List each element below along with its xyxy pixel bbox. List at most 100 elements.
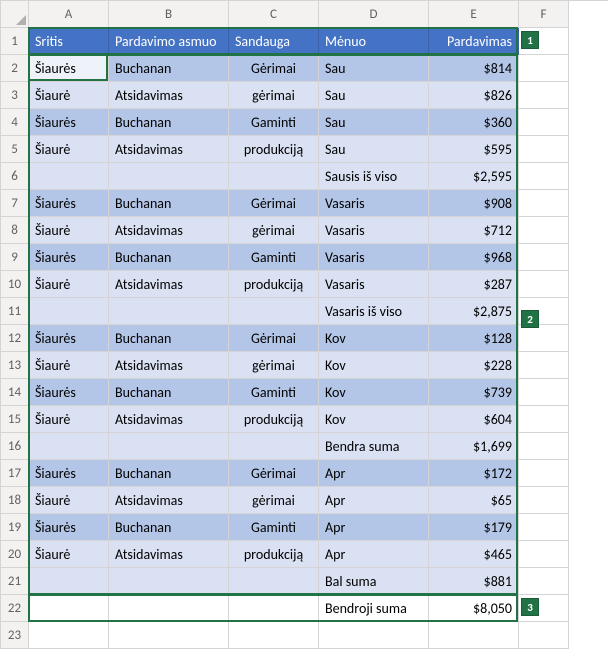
row-header-13[interactable]: 13: [1, 352, 29, 379]
cell-f2[interactable]: [519, 55, 569, 82]
row-header-16[interactable]: 16: [1, 433, 29, 460]
cell-f5[interactable]: [519, 136, 569, 163]
cell-c14[interactable]: Gaminti: [229, 379, 319, 406]
cell-f7[interactable]: [519, 190, 569, 217]
cell-a3[interactable]: Šiaurė: [29, 82, 109, 109]
row-header-6[interactable]: 6: [1, 163, 29, 190]
cell-a22[interactable]: [29, 595, 109, 622]
cell-f8[interactable]: [519, 217, 569, 244]
row-header-17[interactable]: 17: [1, 460, 29, 487]
cell-f19[interactable]: [519, 514, 569, 541]
col-header-b[interactable]: B: [109, 1, 229, 28]
cell-c10[interactable]: produkciją: [229, 271, 319, 298]
cell-a9[interactable]: Šiaurės: [29, 244, 109, 271]
cell-a20[interactable]: Šiaurė: [29, 541, 109, 568]
cell-d4[interactable]: Sau: [319, 109, 429, 136]
cell-c21[interactable]: [229, 568, 319, 595]
row-header-7[interactable]: 7: [1, 190, 29, 217]
cell-d18[interactable]: Apr: [319, 487, 429, 514]
cell-b2[interactable]: Buchanan: [109, 55, 229, 82]
row-header-20[interactable]: 20: [1, 541, 29, 568]
cell-c11[interactable]: [229, 298, 319, 325]
cell-c9[interactable]: Gaminti: [229, 244, 319, 271]
cell-d15[interactable]: Kov: [319, 406, 429, 433]
cell-empty-23-2[interactable]: [229, 622, 319, 649]
cell-f17[interactable]: [519, 460, 569, 487]
cell-e16[interactable]: $1,699: [429, 433, 519, 460]
row-header-4[interactable]: 4: [1, 109, 29, 136]
cell-empty-23-4[interactable]: [429, 622, 519, 649]
cell-c4[interactable]: Gaminti: [229, 109, 319, 136]
cell-d2[interactable]: Sau: [319, 55, 429, 82]
row-header-5[interactable]: 5: [1, 136, 29, 163]
cell-b15[interactable]: Atsidavimas: [109, 406, 229, 433]
cell-c15[interactable]: produkciją: [229, 406, 319, 433]
cell-a12[interactable]: Šiaurės: [29, 325, 109, 352]
row-header-11[interactable]: 11: [1, 298, 29, 325]
cell-d17[interactable]: Apr: [319, 460, 429, 487]
cell-c12[interactable]: Gėrimai: [229, 325, 319, 352]
row-header-19[interactable]: 19: [1, 514, 29, 541]
cell-e7[interactable]: $908: [429, 190, 519, 217]
cell-empty-23-0[interactable]: [29, 622, 109, 649]
cell-b16[interactable]: [109, 433, 229, 460]
col-header-d[interactable]: D: [319, 1, 429, 28]
cell-a13[interactable]: Šiaurė: [29, 352, 109, 379]
spreadsheet-grid[interactable]: ABCDEF1SritisPardavimo asmuoSandaugaMėnu…: [0, 0, 608, 649]
row-header-8[interactable]: 8: [1, 217, 29, 244]
cell-e2[interactable]: $814: [429, 55, 519, 82]
cell-d11[interactable]: Vasaris iš viso: [319, 298, 429, 325]
row-header-9[interactable]: 9: [1, 244, 29, 271]
cell-d21[interactable]: Bal suma: [319, 568, 429, 595]
cell-e19[interactable]: $179: [429, 514, 519, 541]
cell-b20[interactable]: Atsidavimas: [109, 541, 229, 568]
cell-b19[interactable]: Buchanan: [109, 514, 229, 541]
cell-d14[interactable]: Kov: [319, 379, 429, 406]
row-header-12[interactable]: 12: [1, 325, 29, 352]
cell-f18[interactable]: [519, 487, 569, 514]
row-header-15[interactable]: 15: [1, 406, 29, 433]
table-header-a[interactable]: Sritis: [29, 28, 109, 55]
cell-f13[interactable]: [519, 352, 569, 379]
cell-b18[interactable]: Atsidavimas: [109, 487, 229, 514]
cell-b4[interactable]: Buchanan: [109, 109, 229, 136]
cell-c7[interactable]: Gėrimai: [229, 190, 319, 217]
cell-empty-23-5[interactable]: [519, 622, 569, 649]
table-header-b[interactable]: Pardavimo asmuo: [109, 28, 229, 55]
cell-d10[interactable]: Vasaris: [319, 271, 429, 298]
cell-e13[interactable]: $228: [429, 352, 519, 379]
cell-d7[interactable]: Vasaris: [319, 190, 429, 217]
cell-e3[interactable]: $826: [429, 82, 519, 109]
cell-c16[interactable]: [229, 433, 319, 460]
cell-d22[interactable]: Bendroji suma: [319, 595, 429, 622]
cell-d5[interactable]: Sau: [319, 136, 429, 163]
col-header-f[interactable]: F: [519, 1, 569, 28]
cell-b14[interactable]: Buchanan: [109, 379, 229, 406]
cell-b17[interactable]: Buchanan: [109, 460, 229, 487]
cell-b11[interactable]: [109, 298, 229, 325]
cell-f21[interactable]: [519, 568, 569, 595]
cell-a11[interactable]: [29, 298, 109, 325]
cell-c3[interactable]: gėrimai: [229, 82, 319, 109]
cell-d12[interactable]: Kov: [319, 325, 429, 352]
cell-b8[interactable]: Atsidavimas: [109, 217, 229, 244]
cell-c17[interactable]: Gėrimai: [229, 460, 319, 487]
row-header-1[interactable]: 1: [1, 28, 29, 55]
cell-f3[interactable]: [519, 82, 569, 109]
row-header-22[interactable]: 22: [1, 595, 29, 622]
cell-e18[interactable]: $65: [429, 487, 519, 514]
cell-c5[interactable]: produkciją: [229, 136, 319, 163]
col-header-c[interactable]: C: [229, 1, 319, 28]
cell-f14[interactable]: [519, 379, 569, 406]
cell-c13[interactable]: gėrimai: [229, 352, 319, 379]
cell-e11[interactable]: $2,875: [429, 298, 519, 325]
cell-d13[interactable]: Kov: [319, 352, 429, 379]
cell-c22[interactable]: [229, 595, 319, 622]
cell-d9[interactable]: Vasaris: [319, 244, 429, 271]
cell-e21[interactable]: $881: [429, 568, 519, 595]
select-all-corner[interactable]: [1, 1, 29, 28]
row-header-2[interactable]: 2: [1, 55, 29, 82]
cell-f16[interactable]: [519, 433, 569, 460]
cell-a14[interactable]: Šiaurės: [29, 379, 109, 406]
cell-f15[interactable]: [519, 406, 569, 433]
